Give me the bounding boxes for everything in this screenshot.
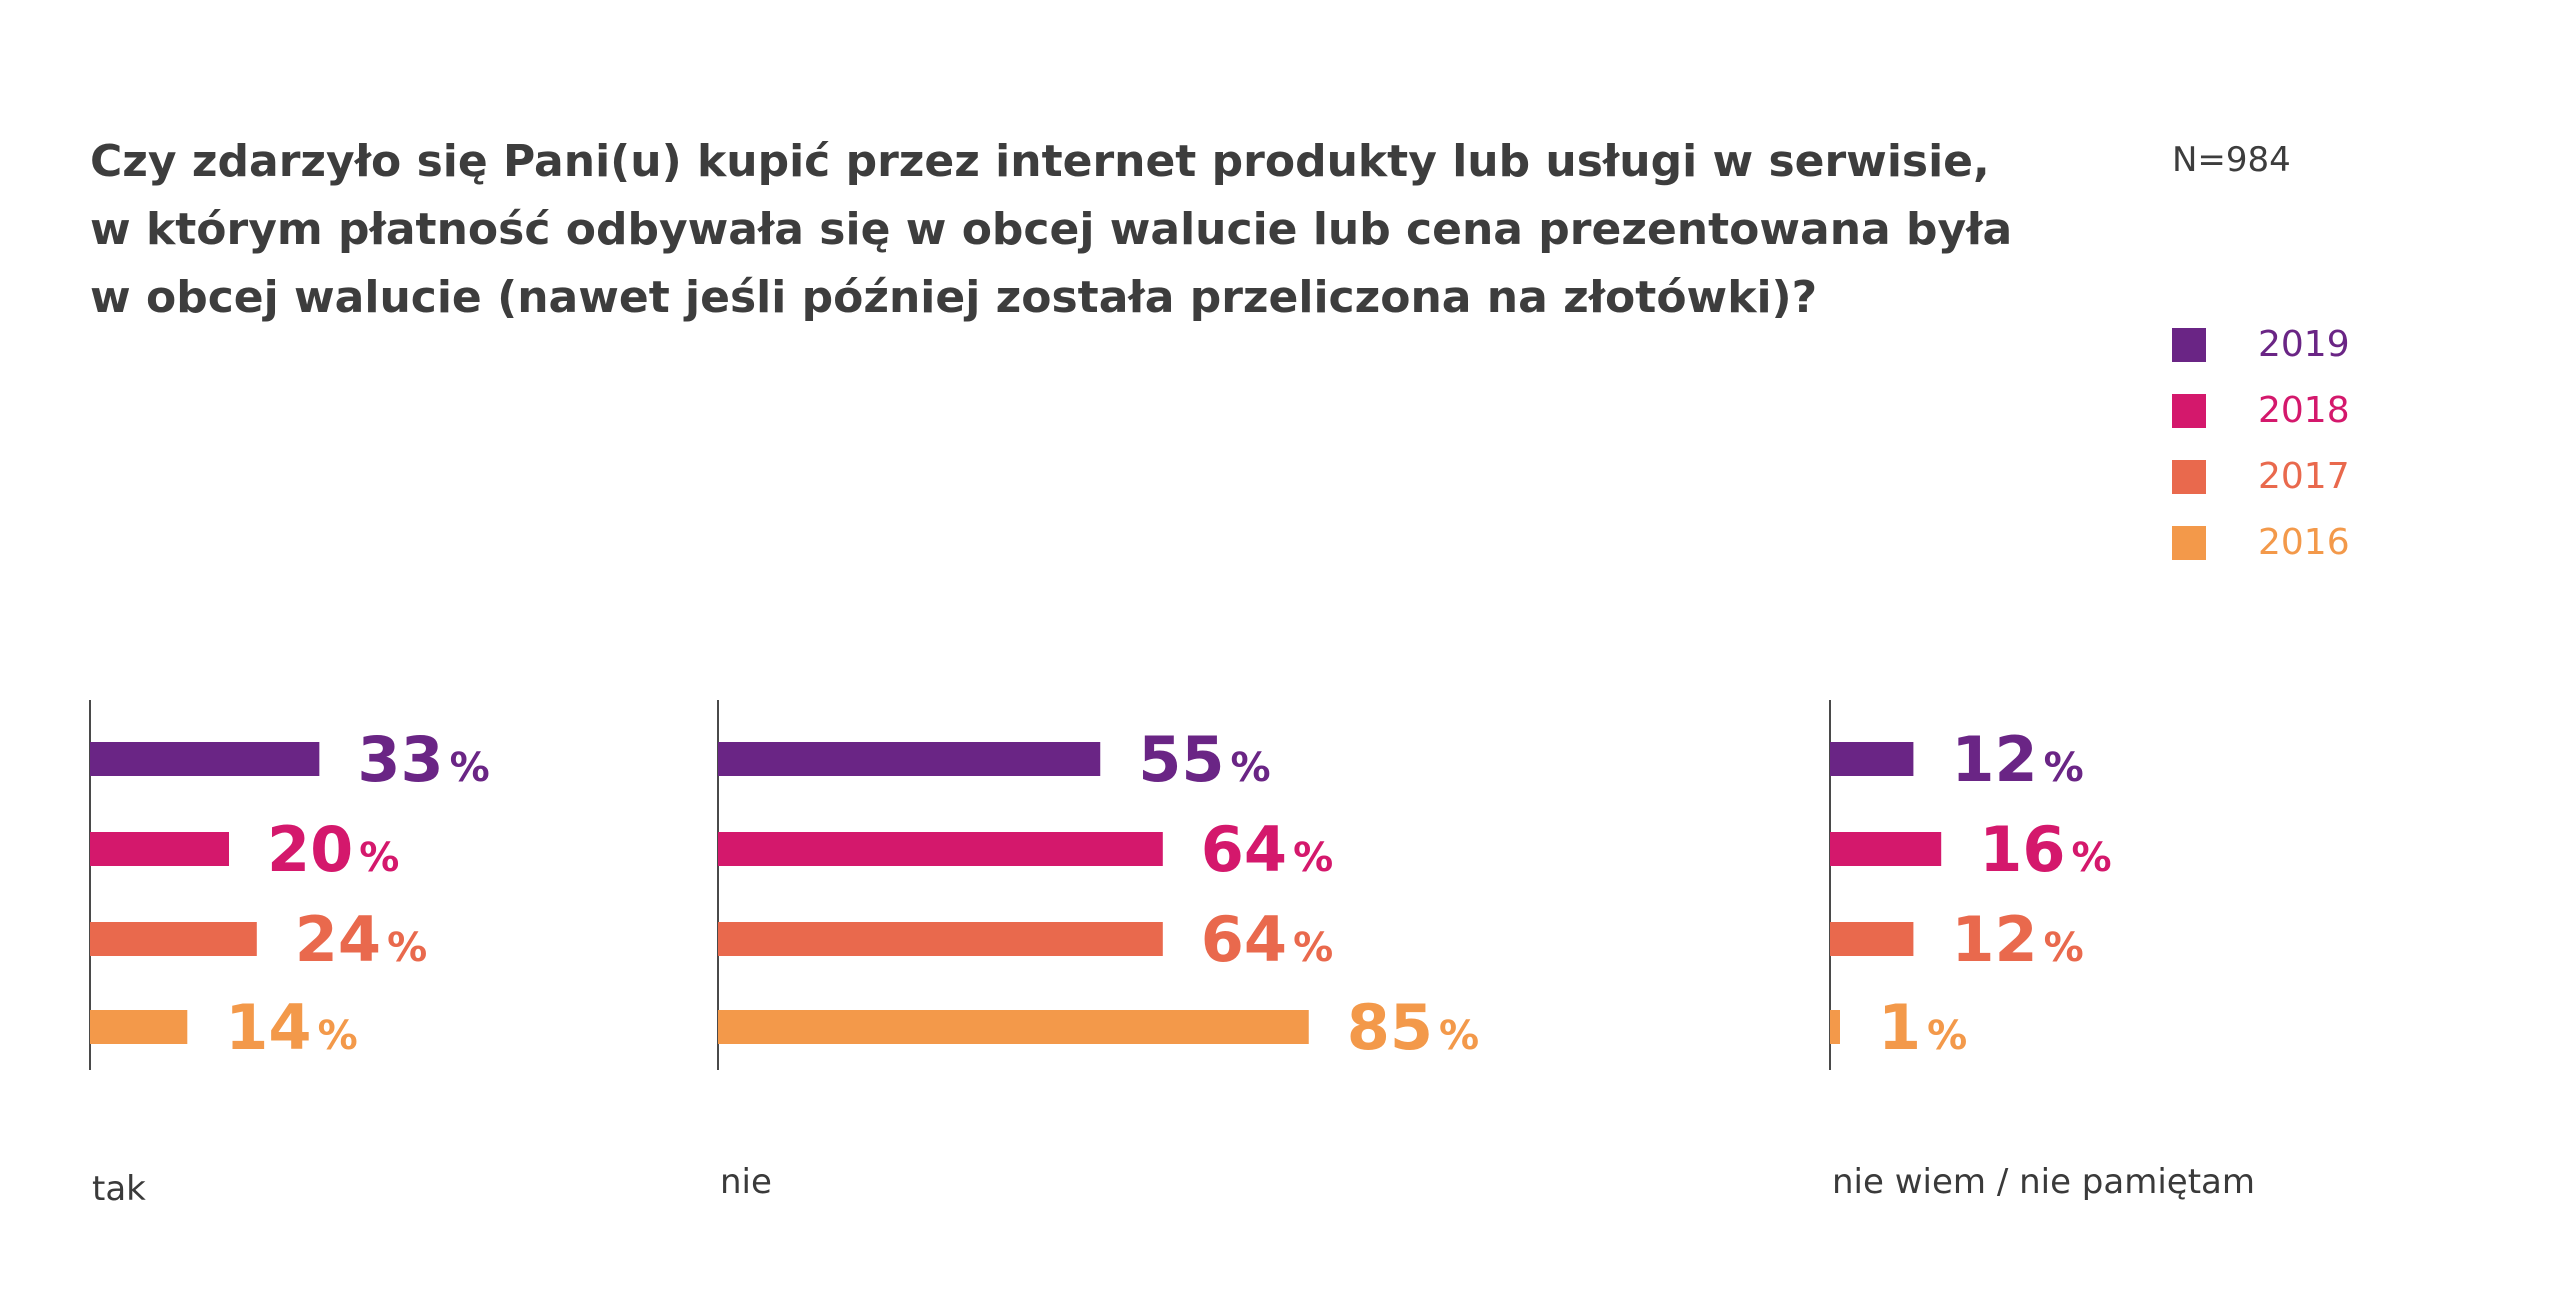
category-label-nie-wiem-nie-pamiętam: nie wiem / nie pamiętam [1832, 1162, 2255, 1202]
legend-label-2019: 2019 [2258, 324, 2350, 365]
bar-tak-2018 [90, 832, 229, 866]
legend-label-2016: 2016 [2258, 522, 2350, 563]
bar-tak-2016 [90, 1010, 188, 1044]
bar-nie-2019 [718, 742, 1101, 776]
value-label-nie-2016: 85% [1347, 991, 1479, 1064]
legend-swatch-2018 [2172, 394, 2206, 428]
bar-tak-2019 [90, 742, 320, 776]
value-label-tak-2016: 14% [225, 991, 357, 1064]
legend-swatch-2017 [2172, 460, 2206, 494]
bar-nie-2017 [718, 922, 1163, 956]
bar-nie-2018 [718, 832, 1163, 866]
legend-label-2018: 2018 [2258, 390, 2350, 431]
chart-title: Czy zdarzyło się Pani(u) kupić przez int… [90, 128, 2013, 332]
value-label-nie-wiem-nie-pamiętam-2016: 1% [1878, 991, 1967, 1064]
bar-nie-wiem-nie-pamiętam-2019 [1830, 742, 1914, 776]
category-label-tak: tak [92, 1169, 146, 1209]
value-label-nie-2017: 64% [1201, 903, 1333, 976]
value-label-nie-2018: 64% [1201, 813, 1333, 886]
value-label-tak-2019: 33% [357, 723, 489, 796]
legend-swatch-2016 [2172, 526, 2206, 560]
bar-tak-2017 [90, 922, 257, 956]
value-label-tak-2017: 24% [295, 903, 427, 976]
bar-nie-2016 [718, 1010, 1309, 1044]
legend-swatch-2019 [2172, 328, 2206, 362]
value-label-nie-wiem-nie-pamiętam-2017: 12% [1951, 903, 2083, 976]
value-label-nie-wiem-nie-pamiętam-2019: 12% [1951, 723, 2083, 796]
sample-size-label: N=984 [2172, 140, 2291, 180]
bar-nie-wiem-nie-pamiętam-2018 [1830, 832, 1942, 866]
bar-nie-wiem-nie-pamiętam-2017 [1830, 922, 1914, 956]
value-label-tak-2018: 20% [267, 813, 399, 886]
legend-label-2017: 2017 [2258, 456, 2350, 497]
title-line-3: w obcej walucie (nawet jeśli później zos… [90, 272, 1818, 323]
title-line-2: w którym płatność odbywała się w obcej w… [90, 204, 2013, 255]
title-line-1: Czy zdarzyło się Pani(u) kupić przez int… [90, 136, 1990, 187]
value-label-nie-2019: 55% [1138, 723, 1270, 796]
bar-nie-wiem-nie-pamiętam-2016 [1830, 1010, 1840, 1044]
value-label-nie-wiem-nie-pamiętam-2018: 16% [1979, 813, 2111, 886]
category-label-nie: nie [720, 1162, 772, 1202]
